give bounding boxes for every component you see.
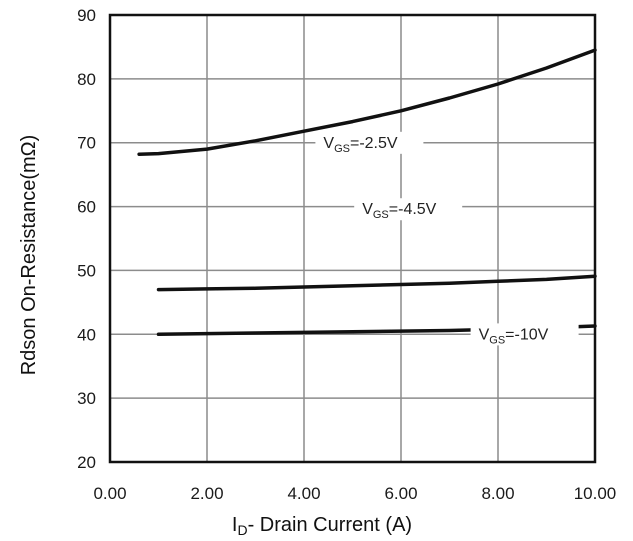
series-label-1: VGS=-2.5V — [323, 135, 397, 155]
grid-lines — [109, 14, 596, 463]
x-axis-title-main: I — [232, 514, 238, 536]
x-tick-label: 8.00 — [481, 484, 514, 503]
series-label-3: VGS=-10V — [479, 326, 549, 346]
x-axis-title: ID- Drain Current (A) — [232, 514, 412, 538]
x-tick-labels: 0.00 2.00 4.00 6.00 8.00 10.00 — [93, 484, 616, 503]
series-label-subscript: GS — [373, 209, 389, 221]
series-label-backdrop — [315, 131, 424, 154]
x-axis-title-subscript: D — [237, 522, 247, 538]
x-axis-title-rest: - Drain Current (A) — [248, 514, 412, 536]
series-label-main: V — [479, 326, 490, 343]
y-tick-label: 20 — [77, 453, 96, 472]
plot-frame — [108, 13, 597, 464]
x-tick-label: 10.00 — [574, 484, 617, 503]
series-label-backdrop — [354, 198, 463, 221]
series-label-subscript: GS — [489, 334, 505, 346]
x-tick-label: 6.00 — [384, 484, 417, 503]
y-tick-label: 90 — [77, 6, 96, 25]
series-line-1 — [137, 48, 597, 156]
x-tick-label: 4.00 — [287, 484, 320, 503]
series-line-2 — [156, 274, 597, 292]
y-tick-labels: 20 30 40 50 60 70 80 90 — [77, 6, 96, 472]
series-label-subscript: GS — [334, 143, 350, 155]
y-tick-label: 50 — [77, 261, 96, 280]
y-tick-label: 70 — [77, 134, 96, 153]
y-tick-label: 60 — [77, 198, 96, 217]
y-tick-label: 30 — [77, 389, 96, 408]
series-label-main: V — [362, 201, 373, 218]
series-label-rest: =-10V — [505, 326, 548, 343]
y-tick-label: 40 — [77, 325, 96, 344]
y-tick-label: 80 — [77, 70, 96, 89]
series-label-2: VGS=-4.5V — [362, 201, 436, 221]
series-label-main: V — [323, 135, 334, 152]
x-tick-label: 2.00 — [190, 484, 223, 503]
x-tick-label: 0.00 — [93, 484, 126, 503]
series-label-rest: =-2.5V — [350, 135, 398, 152]
series-label-backdrop — [470, 323, 579, 346]
series-label-rest: =-4.5V — [389, 201, 437, 218]
y-axis-title: Rdson On-Resistance(mΩ) — [18, 135, 40, 376]
